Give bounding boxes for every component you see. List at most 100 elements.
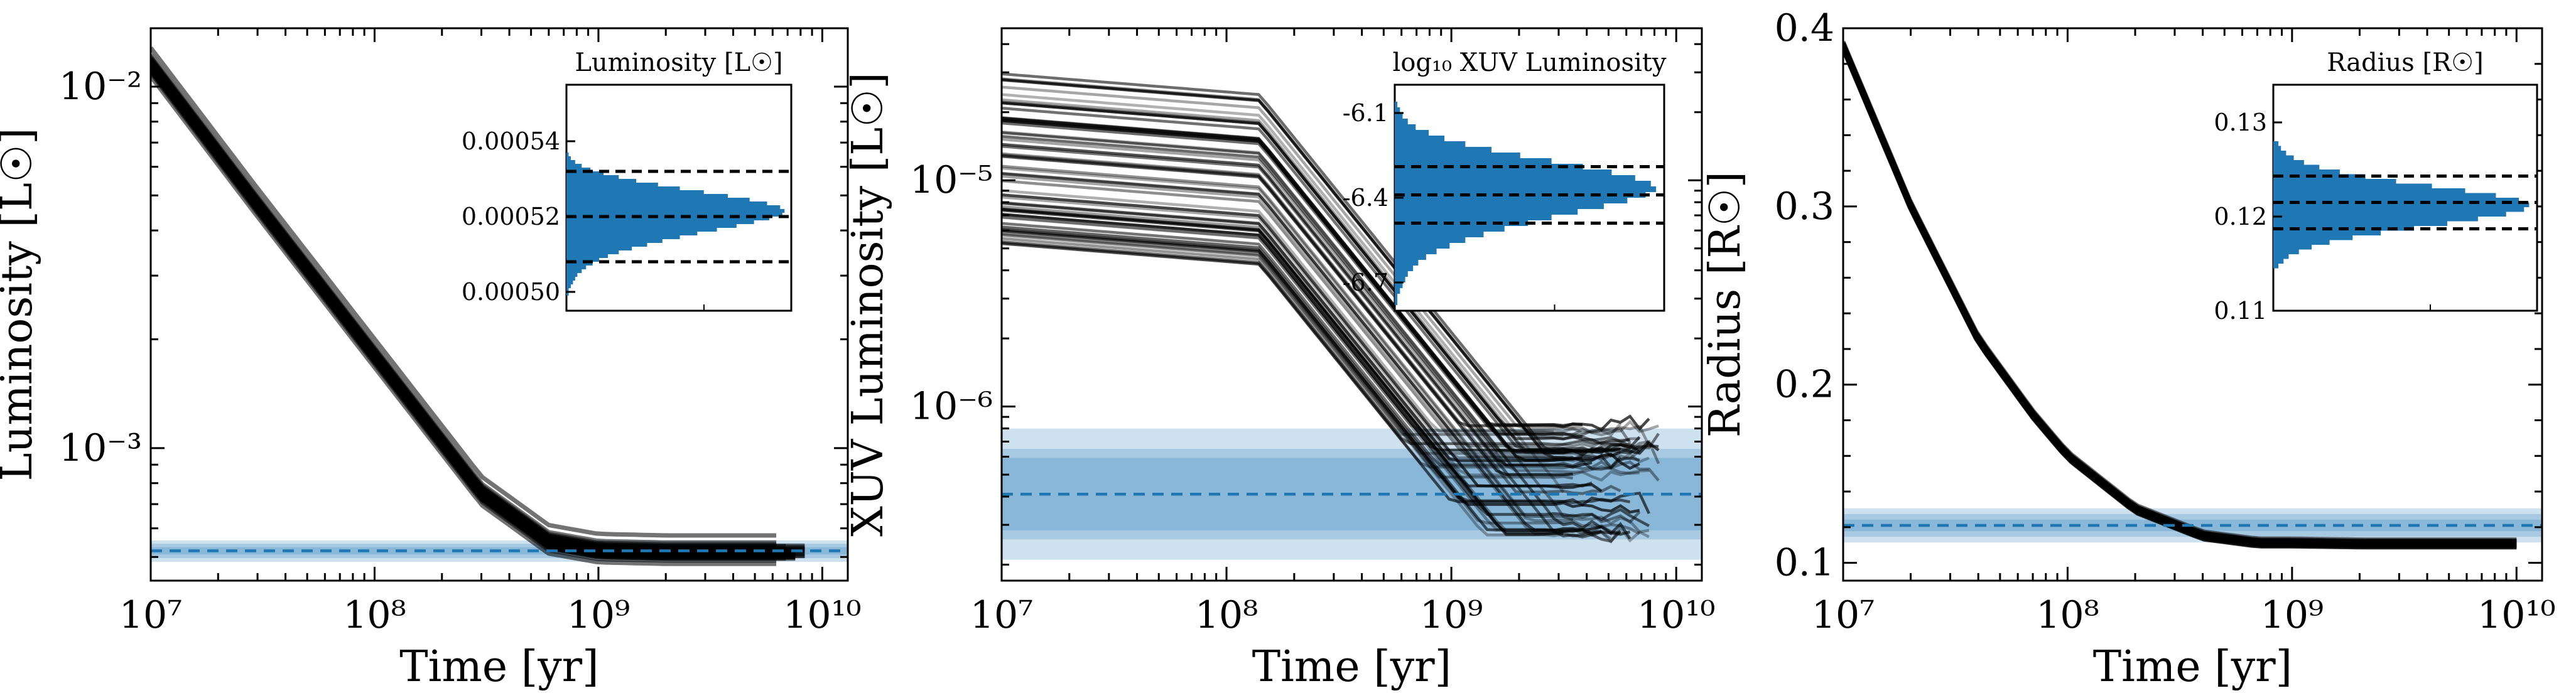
xuv-track	[1002, 77, 1631, 454]
inset-bar	[566, 239, 663, 243]
inset-bar	[566, 217, 769, 220]
inset-bar	[566, 175, 619, 179]
x-axis-label: Time [yr]	[1252, 642, 1451, 692]
inset-bar	[2273, 264, 2279, 269]
inset-bar	[566, 250, 619, 254]
inset-bar	[1395, 153, 1520, 158]
inset-bar	[1395, 124, 1416, 130]
y-tick-label: 0.4	[1775, 6, 1834, 50]
inset-bar	[2273, 249, 2299, 254]
inset-bar	[1395, 186, 1657, 192]
xuv-track	[1002, 117, 1574, 522]
x-tick-label: 10⁸	[1195, 593, 1258, 637]
inset-bar	[1395, 181, 1651, 186]
xuv-track	[1002, 237, 1632, 444]
inset-bar	[566, 160, 575, 164]
x-axis: 10⁷ 10⁸ 10⁹ 10¹⁰	[1812, 28, 2556, 637]
xuv-track	[1002, 144, 1622, 543]
inset-bar	[566, 281, 573, 284]
inset-bar	[1395, 232, 1484, 237]
inset-bar	[1395, 260, 1419, 266]
inset-bar	[566, 209, 785, 213]
x-axis-label: Time [yr]	[2093, 642, 2292, 692]
xuv-track	[1002, 166, 1650, 534]
xuv-track	[1002, 175, 1612, 540]
y-axis: 0.4 0.3 0.2 0.1	[1775, 6, 2542, 585]
inset-bar	[1395, 130, 1429, 136]
inset-bar	[2273, 221, 2448, 226]
inset-bar	[1395, 215, 1552, 220]
xuv-track	[1002, 189, 1554, 433]
inset-bar	[2273, 212, 2506, 217]
inset-bar	[2273, 151, 2286, 156]
inset-bar	[2273, 164, 2320, 169]
inset-bar	[566, 254, 608, 258]
inset-bar	[566, 179, 637, 183]
xuv-track	[1002, 232, 1573, 480]
inset-tick-label: -6.4	[1343, 184, 1388, 212]
inset-bar	[1395, 192, 1646, 198]
xuv-track	[1002, 78, 1583, 461]
x-tick-label: 10¹⁰	[2477, 593, 2555, 637]
inset-bar	[2273, 202, 2530, 207]
inset-bar	[2273, 141, 2279, 146]
inset-bar	[1395, 266, 1414, 271]
luminosity-track	[151, 56, 805, 548]
inset-tick-label: 0.11	[2214, 297, 2267, 325]
inset-bar	[566, 235, 680, 239]
inset-bar	[566, 220, 754, 224]
xuv-track	[1002, 131, 1603, 530]
inset-bar	[566, 266, 587, 269]
inset-tick-label: -6.7	[1343, 269, 1388, 296]
plot-area	[1843, 40, 2542, 550]
y-tick-label: 10⁻³	[59, 426, 142, 470]
inset-bar	[1395, 237, 1466, 243]
x-tick-label: 10¹⁰	[1637, 593, 1715, 637]
inset-bar	[1395, 282, 1403, 288]
inset-title: Radius [R☉]	[2327, 48, 2483, 77]
axes-frame	[1842, 27, 2543, 582]
inset-bar	[2273, 217, 2478, 222]
xuv-track	[1002, 164, 1641, 524]
inset-bar	[1395, 175, 1635, 181]
xuv-track	[1002, 154, 1573, 476]
inset-bar	[566, 269, 582, 273]
xuv-track	[1002, 193, 1603, 493]
inset-bar	[1395, 209, 1578, 215]
y-tick-label: 10⁻⁵	[910, 158, 993, 202]
inset-bar	[1395, 102, 1398, 107]
inset-bar	[566, 190, 704, 194]
inset-bar	[1395, 158, 1552, 164]
inset-bar	[1395, 249, 1437, 254]
inset-tick-label: 0.00052	[462, 203, 560, 230]
inset-histogram: -6.1 -6.4 -6.7 log₁₀ XUV Luminosity	[1343, 48, 1667, 312]
inset-title: Luminosity [L☉]	[575, 48, 782, 77]
inset-bar	[566, 205, 781, 209]
inset-bar	[1395, 147, 1491, 153]
inset-bar	[1395, 277, 1405, 282]
inset-bar	[566, 292, 569, 296]
x-tick-label: 10⁷	[119, 593, 182, 637]
x-tick-label: 10⁹	[1420, 593, 1483, 637]
x-tick-label: 10⁹	[567, 593, 630, 637]
inset-bar	[2273, 198, 2519, 203]
inset-bar	[2273, 193, 2496, 198]
y-tick-label: 0.2	[1775, 363, 1834, 407]
inset-bar	[1395, 198, 1628, 203]
x-axis: 10⁷ 10⁸ 10⁹ 10¹⁰	[119, 28, 862, 637]
y-axis: 10⁻⁵ 10⁻⁶	[910, 43, 1702, 566]
y-tick-label: 0.3	[1775, 185, 1834, 228]
xuv-track	[1002, 72, 1659, 458]
inset-bar	[1395, 288, 1400, 294]
inset-bar	[2273, 259, 2284, 264]
evolution-tracks	[1843, 40, 2517, 550]
luminosity-track	[151, 46, 777, 538]
xuv-track	[1002, 179, 1573, 459]
inset-bar	[566, 243, 647, 247]
y-axis-label: Radius [R☉]	[1701, 171, 1750, 438]
inset-bar	[566, 201, 767, 205]
inset-bar	[566, 288, 569, 292]
inset-bar	[2273, 146, 2281, 151]
inset-tick-label: 0.13	[2214, 109, 2267, 136]
